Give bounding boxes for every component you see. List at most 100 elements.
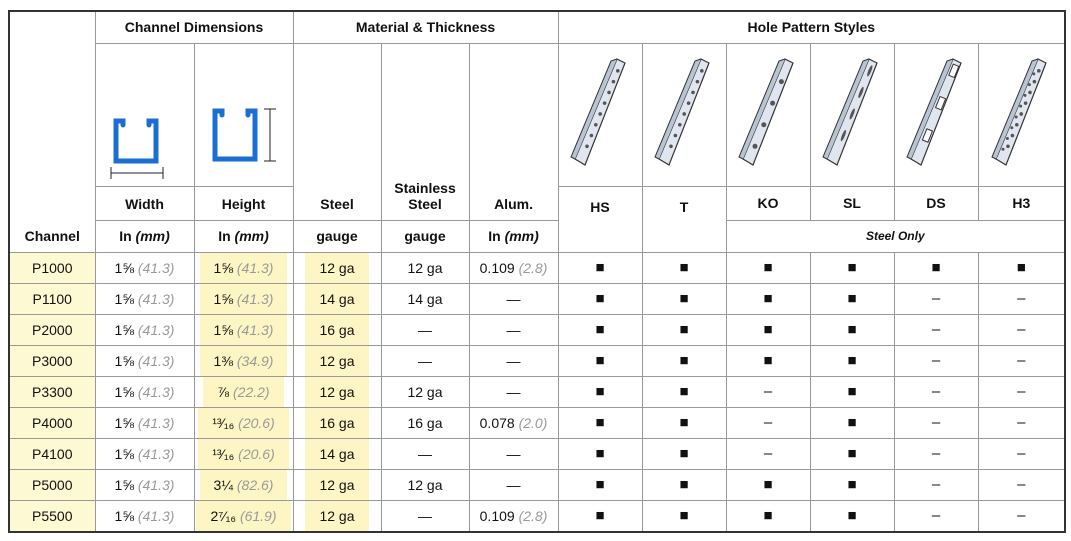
mm-value: (41.3) <box>137 290 175 307</box>
highlight: 1⅜ (34.9) <box>199 345 288 376</box>
cell-text: 16 ga <box>319 414 355 431</box>
hole <box>1032 79 1037 84</box>
mm-value: (20.6) <box>238 445 275 462</box>
hole-availability: ■ <box>641 468 727 501</box>
stainless-cell: — <box>380 313 470 346</box>
hole <box>1023 93 1027 97</box>
hole <box>1014 115 1018 119</box>
inch-value: 1⅝ <box>114 321 134 338</box>
mm-value: (2.0) <box>518 414 548 431</box>
hole-image-cell <box>725 42 811 187</box>
data-row: P2000 1⅝ (41.3) 1⅝ (41.3) 16 ga — — ■ ■ ■ ■ – – <box>8 313 1066 346</box>
inch-value: 1⅝ <box>114 414 134 431</box>
hole-availability: – <box>893 437 979 470</box>
hole <box>598 112 603 116</box>
hole-availability: – <box>725 437 811 470</box>
hole <box>1006 144 1011 149</box>
steel-cell: 14 ga <box>292 282 382 315</box>
channel-name: P5000 <box>8 468 96 501</box>
hole-availability: ■ <box>641 313 727 346</box>
mm-value: (34.9) <box>236 352 274 369</box>
height-cell: ¹³⁄₁₆ (20.6) <box>193 406 294 439</box>
stainless-cell: 12 ga <box>380 468 470 501</box>
unit-in: In <box>488 228 501 244</box>
inch-value: 1⅜ <box>213 352 233 369</box>
data-row: P4000 1⅝ (41.3) ¹³⁄₁₆ (20.6) 16 ga 16 ga 0.07… <box>8 406 1066 439</box>
mm-value: (41.3) <box>137 321 175 338</box>
stainless-cell: — <box>380 437 470 470</box>
highlight: 14 ga <box>305 283 369 314</box>
highlight: 12 ga <box>305 252 369 283</box>
inch-value: 0.109 <box>479 259 515 276</box>
hole-availability: – <box>977 282 1066 315</box>
mm-value: (41.3) <box>236 259 274 276</box>
hole <box>611 79 616 84</box>
cell-text: — <box>418 321 432 338</box>
column-header: Height <box>193 185 294 221</box>
hole-pattern-icon <box>822 58 878 166</box>
column-header: Stainless Steel <box>380 42 470 221</box>
mm-value: (41.3) <box>137 507 175 524</box>
width-cell: 1⅝ (41.3) <box>94 406 195 439</box>
cell-text: 12 ga <box>319 507 355 524</box>
hole-image-cell <box>557 42 643 187</box>
hole-availability: – <box>893 282 979 315</box>
alum-cell: — <box>468 282 559 315</box>
cell-text: — <box>506 476 521 493</box>
height-cell: 1⅝ (41.3) <box>193 282 294 315</box>
hole-availability: – <box>893 313 979 346</box>
hole <box>934 95 947 111</box>
hole-pattern-icon <box>906 58 962 166</box>
hole-availability: ■ <box>557 313 643 346</box>
cell-text: 12 ga <box>407 476 443 493</box>
cell-text: 12 ga <box>319 383 355 400</box>
steel-cell: 16 ga <box>292 406 382 439</box>
inch-value: 1⅝ <box>114 476 134 493</box>
hole-availability: ■ <box>725 251 811 284</box>
hole-availability: ■ <box>809 344 895 377</box>
hole-availability: – <box>893 499 979 532</box>
hole-availability: ■ <box>809 499 895 532</box>
highlight: 1⅝ (41.3) <box>199 314 288 345</box>
stainless-cell: 16 ga <box>380 406 470 439</box>
hole-availability: ■ <box>641 437 727 470</box>
image-row: Steel Stainless Steel Alum. <box>9 42 1066 221</box>
hole <box>770 100 776 106</box>
hole <box>1028 83 1032 87</box>
hole <box>858 86 864 98</box>
hole <box>867 65 873 77</box>
hole <box>849 108 855 120</box>
hole-availability: – <box>893 406 979 439</box>
data-row: P3300 1⅝ (41.3) ⅞ (22.2) 12 ga 12 ga — ■ ■ – ■ – – <box>8 375 1066 408</box>
hole <box>1006 137 1010 141</box>
hole-header: KO <box>725 185 811 221</box>
cell-text: 14 ga <box>319 290 355 307</box>
hole <box>1015 122 1019 127</box>
hole <box>1010 126 1014 130</box>
hole-availability: ■ <box>557 375 643 408</box>
strut-edge <box>570 58 618 160</box>
hole-availability: – <box>977 375 1066 408</box>
hole <box>948 63 960 79</box>
hole <box>691 90 695 95</box>
hole-availability: – <box>725 375 811 408</box>
group-header: Material & Thickness <box>292 10 559 44</box>
height-cell: 1⅜ (34.9) <box>193 344 294 377</box>
hole-availability: – <box>977 313 1066 346</box>
highlight: 1⅝ (41.3) <box>199 252 288 283</box>
unit: gauge <box>404 228 446 244</box>
width-cell: 1⅝ (41.3) <box>94 437 195 470</box>
mm-value: (41.3) <box>236 290 274 307</box>
hole-availability: ■ <box>809 251 895 284</box>
hole <box>778 79 784 85</box>
inch-value: ⅞ <box>217 383 230 400</box>
hole <box>585 144 589 149</box>
hole-availability: – <box>893 375 979 408</box>
hole-availability: ■ <box>809 406 895 439</box>
height-cell: ⅞ (22.2) <box>193 375 294 408</box>
highlight: 3¼ (82.6) <box>199 469 288 500</box>
cell-text: — <box>506 352 521 369</box>
cell-text: — <box>418 507 432 524</box>
column-header: Steel <box>292 42 382 221</box>
